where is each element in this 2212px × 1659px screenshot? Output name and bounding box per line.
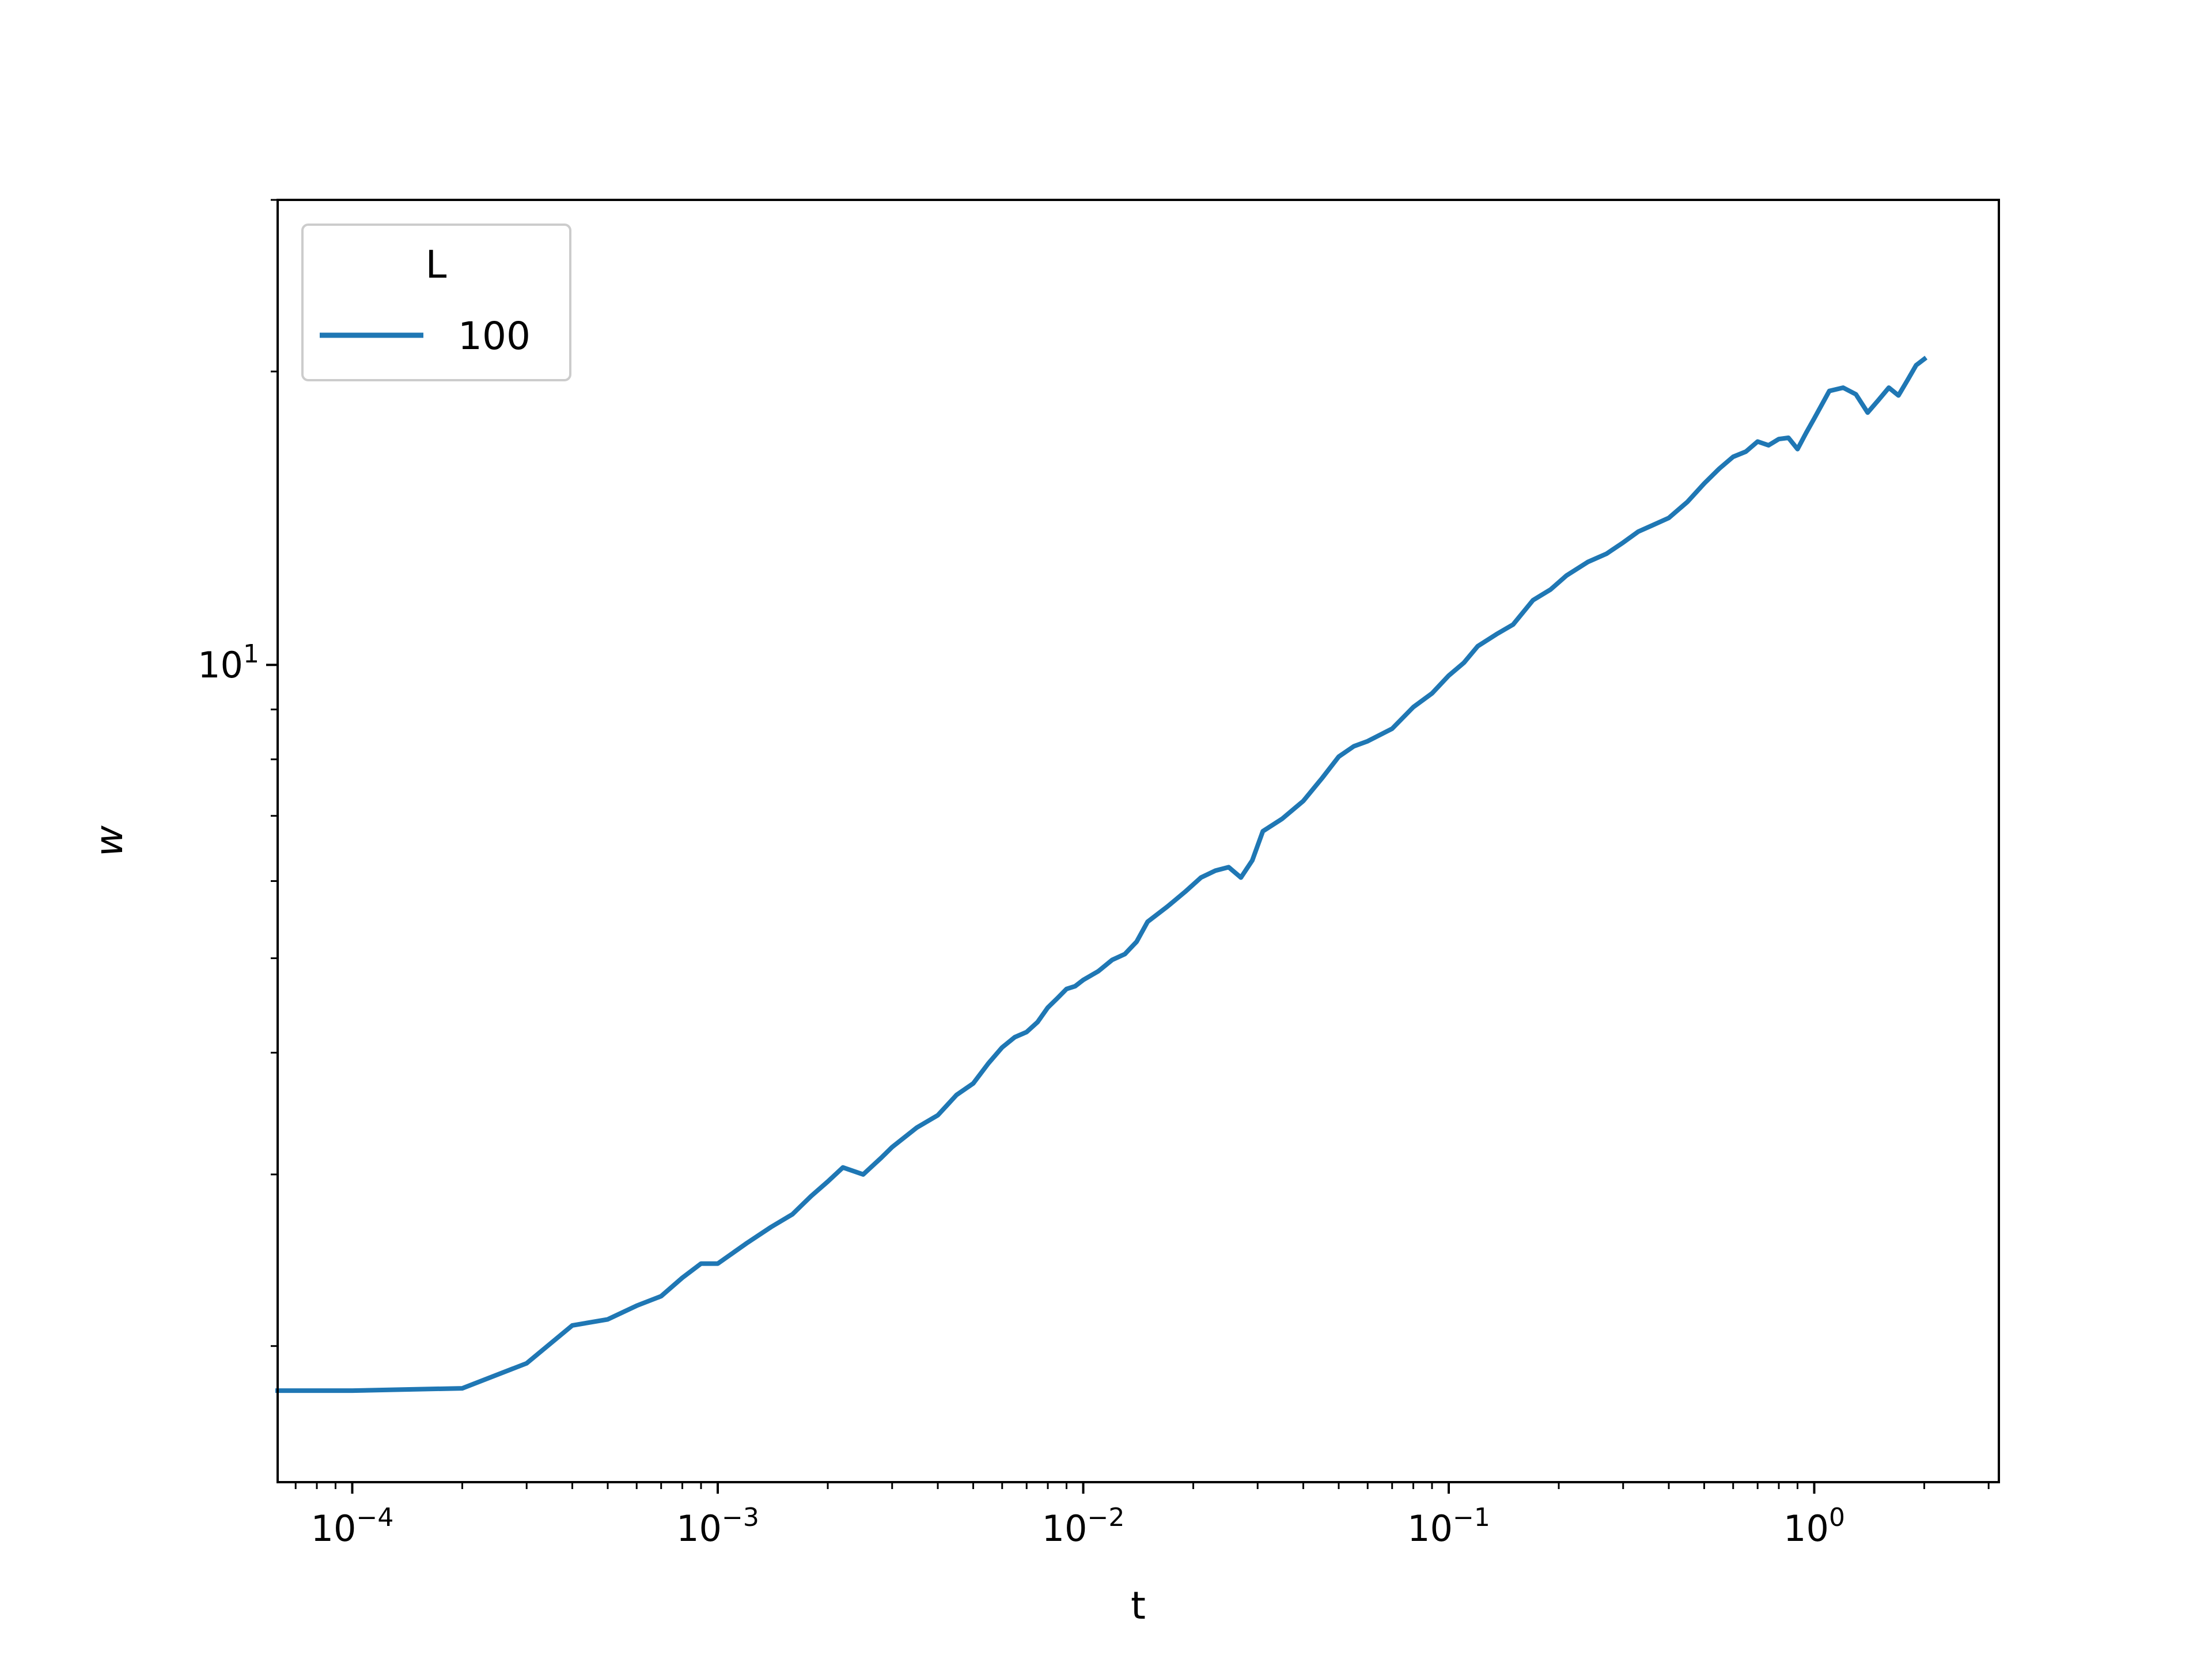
x-tick-label-base: 10 — [1042, 1508, 1088, 1550]
y-axis-label: w — [87, 825, 131, 857]
legend-title: L — [426, 243, 447, 287]
x-tick-label: 10−4 — [311, 1503, 394, 1550]
x-axis-ticks: 10−4 10−3 10−2 10−1 100 — [294, 1482, 1990, 1550]
plot-frame — [276, 199, 2000, 1483]
x-tick-label-base: 10 — [1407, 1508, 1453, 1550]
x-tick-label-exponent: −3 — [722, 1503, 759, 1532]
y-tick-label: 101 — [198, 639, 259, 686]
x-tick-label-exponent: −1 — [1453, 1503, 1490, 1532]
y-axis-ticks: 101 — [198, 199, 278, 1347]
x-axis-label: t — [1131, 1584, 1146, 1628]
x-tick-label-exponent: −2 — [1088, 1503, 1125, 1532]
series-line-100 — [275, 355, 1928, 1393]
y-tick-label-exponent: 1 — [243, 639, 259, 669]
x-tick-label-exponent: 0 — [1829, 1503, 1845, 1532]
x-tick-label: 10−2 — [1042, 1503, 1125, 1550]
legend-entry-label: 100 — [458, 314, 531, 358]
y-tick-label-base: 10 — [198, 644, 243, 686]
x-tick-label-base: 10 — [676, 1508, 722, 1550]
legend-box — [301, 224, 571, 381]
x-tick-label-exponent: −4 — [357, 1503, 394, 1532]
series-layer — [275, 355, 1928, 1393]
x-tick-label: 10−1 — [1407, 1503, 1490, 1550]
x-tick-label: 100 — [1783, 1503, 1845, 1550]
x-tick-label-base: 10 — [311, 1508, 357, 1550]
x-tick-label-base: 10 — [1783, 1508, 1829, 1550]
legend: L 100 — [301, 224, 571, 381]
x-tick-label: 10−3 — [676, 1503, 759, 1550]
